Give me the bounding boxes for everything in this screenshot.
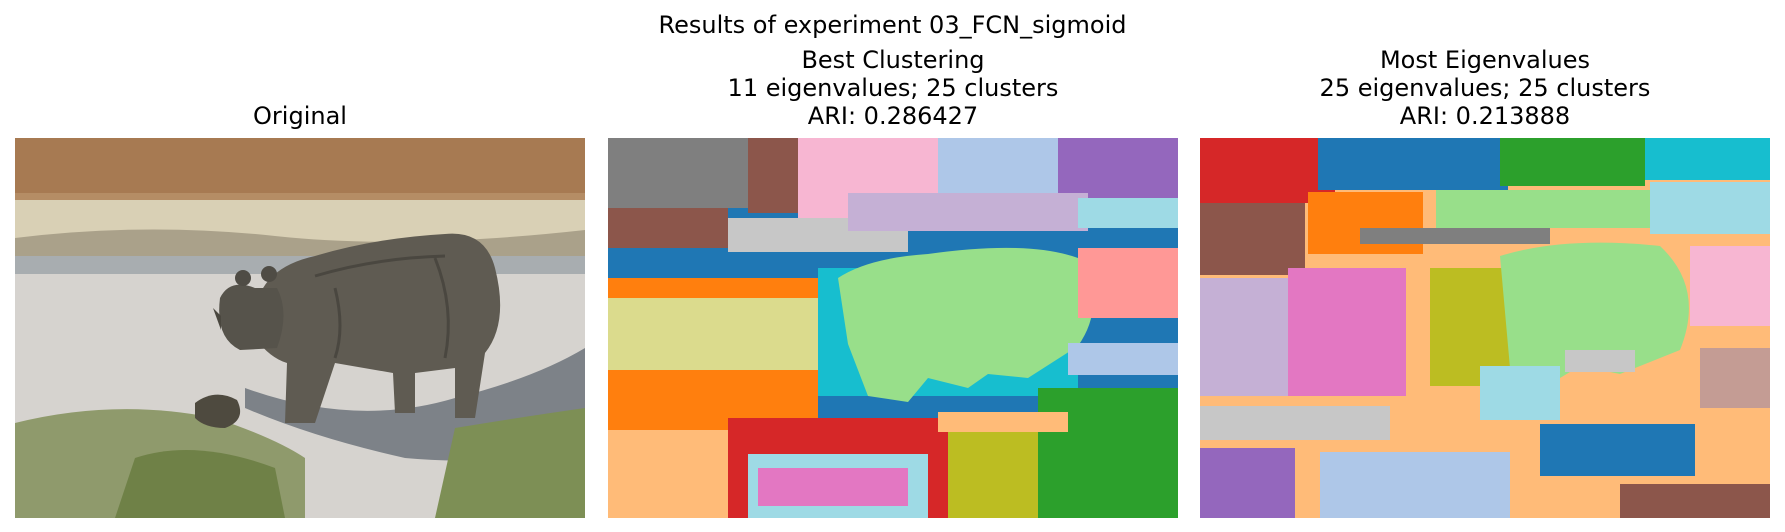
segment-purple xyxy=(1058,138,1178,198)
segment-light-green-top xyxy=(1436,190,1656,228)
segment-brown-left xyxy=(608,208,728,248)
segment-blue-bottom xyxy=(1540,424,1695,476)
segment-light-gray xyxy=(1200,406,1390,440)
segment-light-purple xyxy=(1200,278,1295,396)
segment-light-cyan-center xyxy=(1480,366,1560,420)
segment-light-green xyxy=(838,247,1093,402)
original-panel: Original xyxy=(15,0,585,532)
segment-gray xyxy=(1360,228,1550,244)
segment-orange xyxy=(1308,192,1423,254)
rhino-ear-right xyxy=(261,266,277,282)
segment-light-cyan xyxy=(1078,198,1178,228)
segment-light-purple xyxy=(848,193,1088,231)
most-eigenvalues-image xyxy=(1200,138,1770,518)
segment-salmon xyxy=(1078,248,1178,318)
rhino-ear-left xyxy=(235,270,251,286)
best-clustering-title: Best Clustering 11 eigenvalues; 25 clust… xyxy=(608,46,1178,130)
most-eigenvalues-title-line-1: Most Eigenvalues xyxy=(1379,46,1591,74)
most-eigenvalues-panel: Most Eigenvalues 25 eigenvalues; 25 clus… xyxy=(1200,0,1770,532)
most-eigenvalues-title: Most Eigenvalues 25 eigenvalues; 25 clus… xyxy=(1200,46,1770,130)
rhino-horn xyxy=(213,308,221,330)
right-grass xyxy=(435,408,585,518)
skin-fold-1 xyxy=(314,254,446,278)
rhino-body xyxy=(255,233,501,423)
best-clustering-title-line-3: ARI: 0.286427 xyxy=(807,102,979,130)
segment-green xyxy=(1038,388,1178,518)
skin-fold-3 xyxy=(433,257,450,359)
segment-light-pink xyxy=(1690,246,1770,326)
original-panel-title: Original xyxy=(15,102,585,130)
segment-green xyxy=(1500,138,1645,186)
best-clustering-image xyxy=(608,138,1178,518)
original-image xyxy=(15,138,585,518)
best-clustering-title-line-2: 11 eigenvalues; 25 clusters xyxy=(727,74,1059,102)
segment-blue xyxy=(1318,138,1508,190)
segment-light-brown xyxy=(1700,348,1770,408)
skin-fold-2 xyxy=(333,287,342,359)
small-animal xyxy=(195,394,241,428)
most-eigenvalues-title-line-3: ARI: 0.213888 xyxy=(1399,102,1571,130)
best-clustering-segmentation xyxy=(608,138,1178,518)
grass-tuft xyxy=(115,450,285,518)
segment-brown xyxy=(1200,203,1305,275)
segment-light-blue-right xyxy=(1068,343,1178,375)
figure-title: Results of experiment 03_FCN_sigmoid xyxy=(658,11,1127,39)
best-clustering-title-line-1: Best Clustering xyxy=(801,46,985,74)
original-title-line: Original xyxy=(253,102,347,130)
segment-light-orange xyxy=(608,430,748,518)
segment-light-green xyxy=(1500,242,1689,384)
segment-light-blue xyxy=(1320,452,1510,518)
most-eigenvalues-title-line-2: 25 eigenvalues; 25 clusters xyxy=(1319,74,1651,102)
segment-light-orange-strip xyxy=(938,412,1068,432)
rhino-photo xyxy=(15,138,585,518)
segment-light-cyan xyxy=(1650,182,1770,234)
segment-purple xyxy=(1200,448,1295,518)
segment-cyan xyxy=(1645,138,1770,180)
segment-brown-bottom xyxy=(1620,484,1770,518)
best-clustering-panel: Best Clustering 11 eigenvalues; 25 clust… xyxy=(608,0,1178,532)
segment-olive xyxy=(948,428,1038,518)
segment-pink xyxy=(1288,268,1406,396)
segment-light-olive xyxy=(608,298,828,370)
rhino-head xyxy=(219,284,284,350)
most-eigenvalues-segmentation xyxy=(1200,138,1770,518)
segment-pink xyxy=(758,468,908,506)
segment-light-gray-center xyxy=(1565,350,1635,372)
